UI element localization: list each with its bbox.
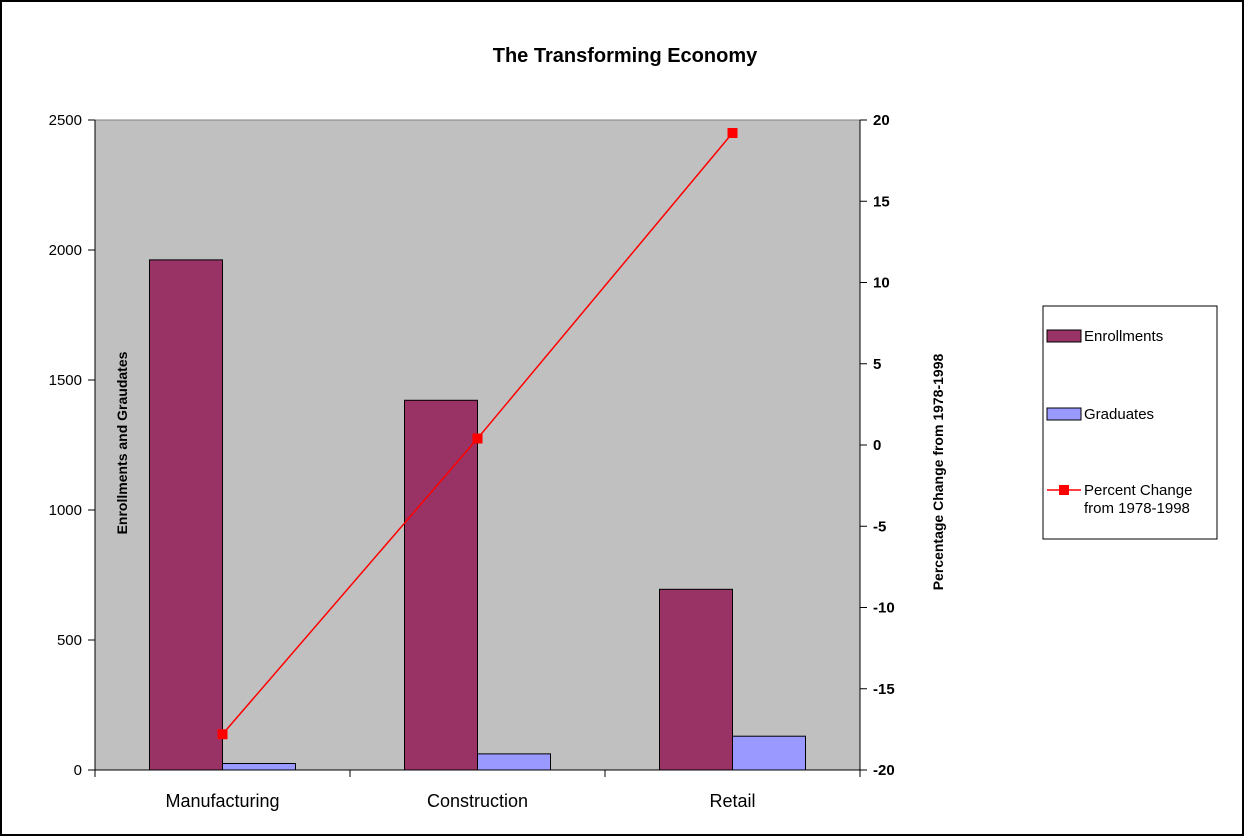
- y2-tick-label: 20: [873, 112, 890, 129]
- legend-label-percent-change: from 1978-1998: [1084, 500, 1190, 517]
- x-category-label: Construction: [427, 791, 528, 811]
- y2-axis-title: Percentage Change from 1978-1998: [930, 354, 946, 591]
- bar-enrollments-construction: [404, 399, 478, 771]
- legend-swatch-enrollments: [1046, 329, 1082, 343]
- y-tick-label: 0: [74, 762, 82, 779]
- y-tick-label: 1000: [49, 502, 82, 519]
- percent-change-marker-retail: [727, 128, 738, 138]
- y-tick-label: 1500: [49, 372, 82, 389]
- y-tick-label: 2500: [49, 112, 82, 129]
- percent-change-marker-construction: [472, 433, 483, 444]
- x-category-label: Retail: [709, 791, 755, 811]
- y-tick-label: 2000: [49, 242, 82, 259]
- bar-graduates-retail: [732, 735, 806, 771]
- legend-swatch-graduates: [1046, 407, 1082, 421]
- y2-tick-label: -15: [873, 681, 895, 698]
- chart-title: The Transforming Economy: [493, 45, 758, 67]
- y2-tick-label: 15: [873, 193, 890, 210]
- y2-tick-label: 5: [873, 356, 881, 373]
- legend-label-graduates: Graduates: [1084, 406, 1154, 423]
- y-axis-title: Enrollments and Graudates: [114, 351, 130, 534]
- x-category-label: Manufacturing: [165, 791, 279, 811]
- bar-enrollments-retail: [659, 588, 733, 771]
- y-tick-label: 500: [57, 632, 82, 649]
- bar-graduates-construction: [477, 753, 551, 771]
- legend-swatch-percent-change-marker: [1059, 485, 1069, 495]
- legend-label-enrollments: Enrollments: [1084, 328, 1163, 345]
- y2-tick-label: -10: [873, 600, 895, 617]
- bar-enrollments-manufacturing: [149, 259, 223, 771]
- legend-box: [1042, 305, 1218, 540]
- y2-tick-label: 10: [873, 275, 890, 292]
- bar-graduates-manufacturing: [222, 763, 296, 771]
- legend-label-percent-change: Percent Change: [1084, 482, 1192, 499]
- percent-change-marker-manufacturing: [217, 729, 228, 740]
- y2-tick-label: -20: [873, 762, 895, 779]
- y2-tick-label: 0: [873, 437, 881, 454]
- y2-tick-label: -5: [873, 518, 886, 535]
